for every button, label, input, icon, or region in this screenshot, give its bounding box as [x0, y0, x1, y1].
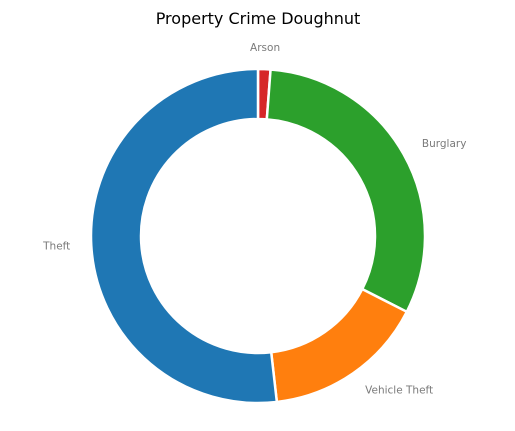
slices-layer — [89, 67, 427, 405]
slice-label-vehicle-theft: Vehicle Theft — [365, 384, 433, 396]
slice-label-burglary: Burglary — [422, 138, 467, 150]
labels-layer: Arson Burglary Vehicle Theft Theft — [42, 42, 466, 396]
slice-burglary — [265, 68, 427, 314]
slice-theft — [89, 67, 279, 405]
slice-label-theft: Theft — [42, 241, 70, 253]
slice-label-arson: Arson — [250, 42, 280, 54]
chart-title: Property Crime Doughnut — [156, 9, 361, 28]
